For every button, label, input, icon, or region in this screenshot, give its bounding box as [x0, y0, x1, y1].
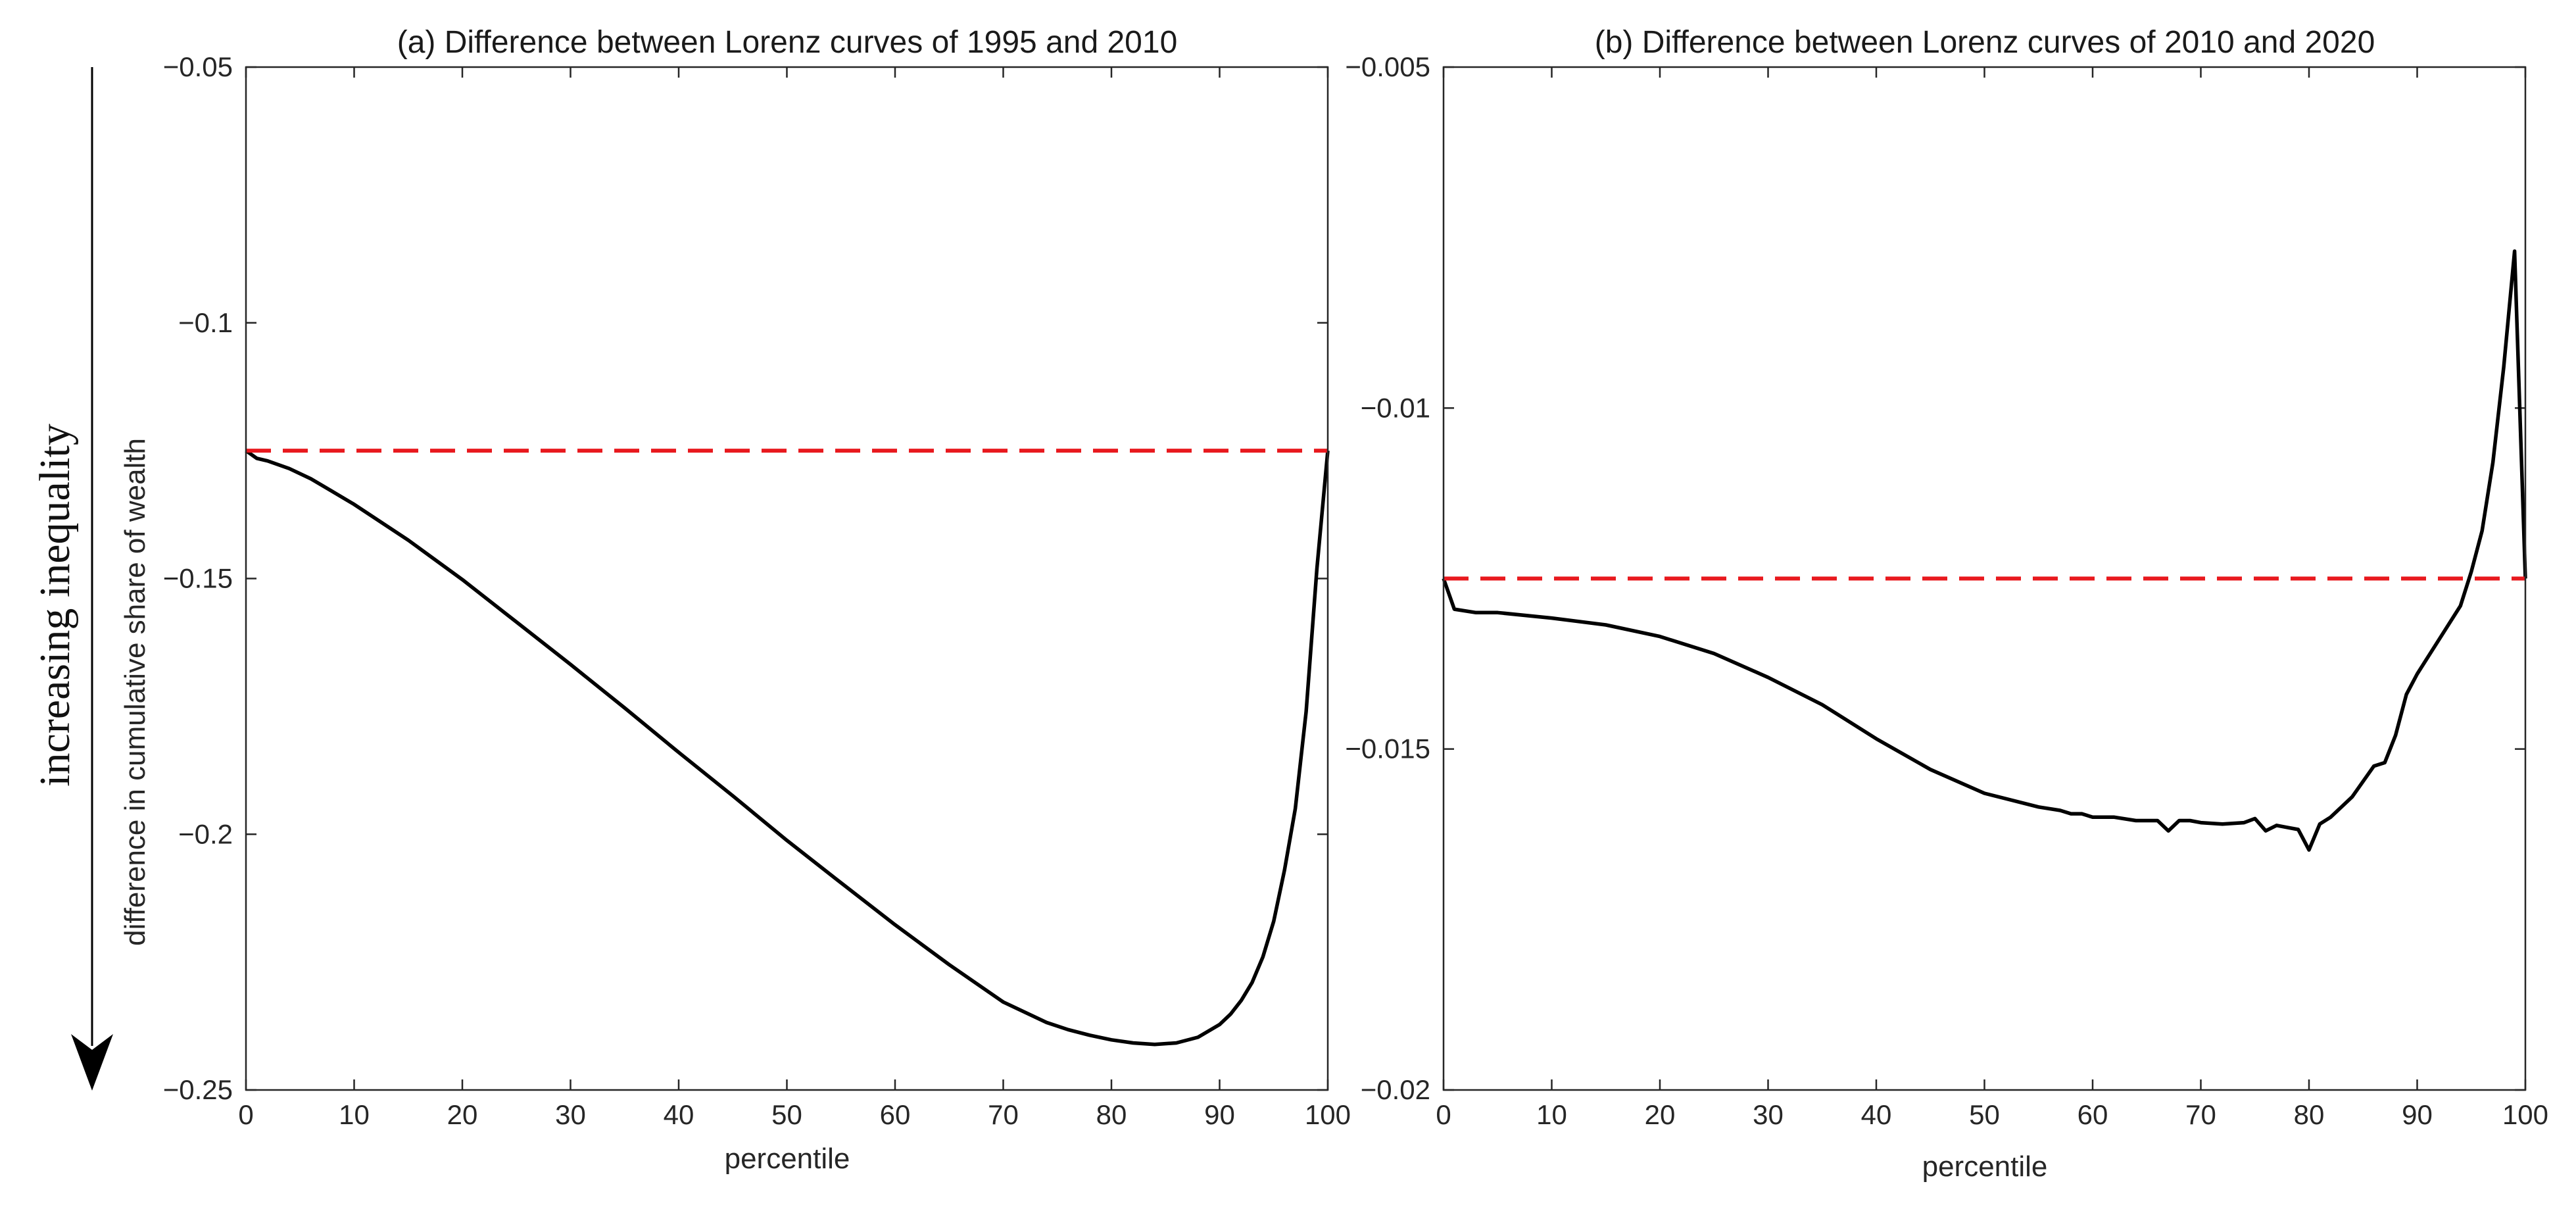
y-tick-label: −0.15 [163, 563, 233, 594]
x-axis-label: percentile [725, 1143, 850, 1175]
series-difference-line [1442, 249, 2527, 852]
y-tick-label: −0.05 [163, 51, 233, 82]
annotation-label: increasing inequality [31, 424, 79, 787]
x-axis-label: percentile [1922, 1150, 2048, 1183]
series-difference-line [245, 449, 1330, 1047]
y-tick-label: −0.01 [1361, 392, 1430, 423]
x-tick-label: 0 [238, 1099, 253, 1130]
y-tick-label: −0.1 [178, 307, 233, 338]
x-tick-label: 60 [2078, 1099, 2108, 1130]
x-tick-label: 90 [2402, 1099, 2433, 1130]
x-tick-label: 20 [1645, 1099, 1676, 1130]
x-tick-label: 60 [880, 1099, 911, 1130]
y-tick-label: −0.015 [1345, 733, 1430, 764]
chart-title: (a) Difference between Lorenz curves of … [397, 25, 1178, 60]
data-series [1442, 249, 2527, 852]
arrow-down-icon [71, 1034, 113, 1091]
x-tick-label: 70 [988, 1099, 1019, 1130]
y-tick-label: −0.02 [1361, 1074, 1430, 1105]
plot-frame [245, 66, 1329, 1091]
x-tick-label: 10 [339, 1099, 370, 1130]
x-tick-label: 50 [771, 1099, 802, 1130]
chart-panel-a: (a) Difference between Lorenz curves of … [119, 25, 1351, 1175]
x-tick-label: 40 [1861, 1099, 1892, 1130]
axis-ticks: 0 10 20 30 40 50 60 70 80 90 100 −0.25 −0.2 −0.15 −0.1… [163, 51, 1351, 1130]
inequality-annotation: increasing inequality [31, 67, 113, 1091]
y-axis-label: difference in cumulative share of wealth [119, 438, 151, 946]
x-tick-label: 30 [1753, 1099, 1784, 1130]
chart-panel-b: (b) Difference between Lorenz curves of … [1345, 25, 2548, 1183]
y-tick-label: −0.25 [163, 1074, 233, 1105]
x-tick-label: 50 [1969, 1099, 2000, 1130]
x-tick-label: 20 [447, 1099, 478, 1130]
x-tick-label: 100 [1305, 1099, 1351, 1130]
axis-ticks: 0 10 20 30 40 50 60 70 80 90 100 −0.02 −0.015 −0.01 −0… [1345, 51, 2548, 1130]
plot-frame [1442, 66, 2527, 1091]
data-series [245, 449, 1330, 1047]
x-tick-label: 80 [2294, 1099, 2325, 1130]
y-tick-label: −0.005 [1345, 51, 1430, 82]
y-tick-label: −0.2 [178, 818, 233, 849]
chart-title: (b) Difference between Lorenz curves of … [1595, 25, 2375, 60]
x-tick-label: 40 [664, 1099, 694, 1130]
x-tick-label: 0 [1436, 1099, 1451, 1130]
x-tick-label: 80 [1096, 1099, 1127, 1130]
x-tick-label: 90 [1204, 1099, 1235, 1130]
x-tick-label: 100 [2502, 1099, 2548, 1130]
x-tick-label: 70 [2185, 1099, 2216, 1130]
x-tick-label: 10 [1536, 1099, 1567, 1130]
x-tick-label: 30 [555, 1099, 586, 1130]
